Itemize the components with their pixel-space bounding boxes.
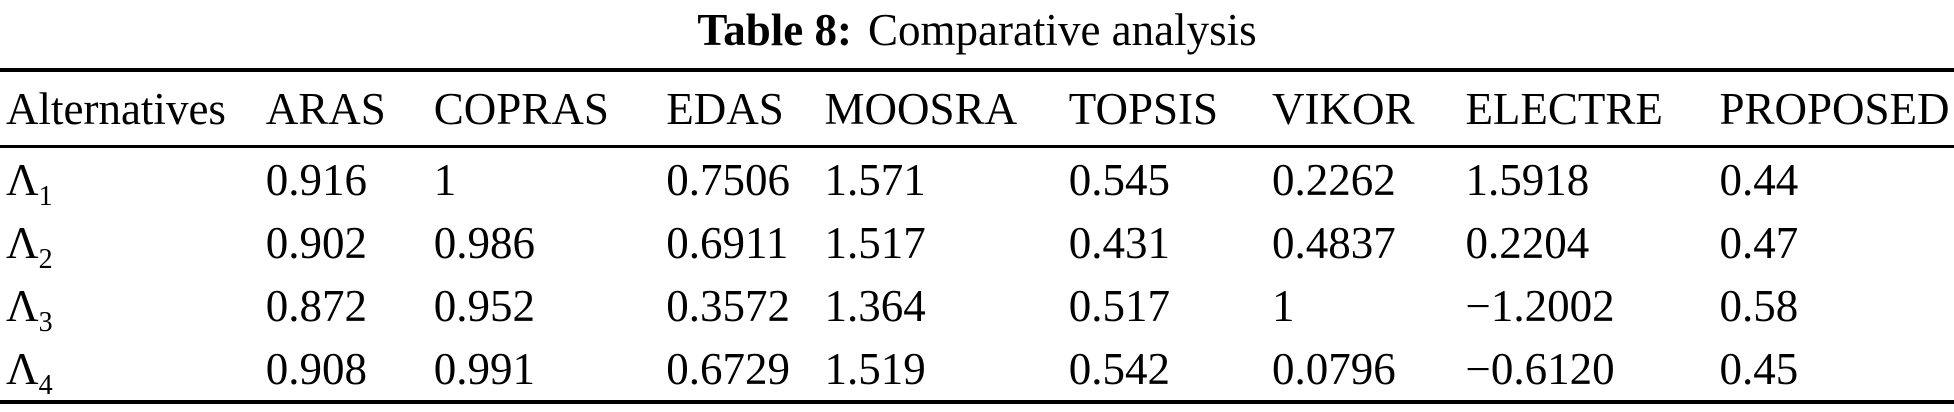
cell-electre: −1.2002 <box>1465 280 1615 331</box>
row-subscript: 1 <box>38 180 53 212</box>
cell-electre: −0.6120 <box>1465 343 1615 394</box>
cell-copras: 1 <box>433 154 457 205</box>
lambda-symbol: Λ <box>6 154 39 205</box>
cell-topsis: 0.542 <box>1068 343 1171 394</box>
column-header-copras: COPRAS <box>433 68 667 148</box>
cell-proposed: 0.45 <box>1719 343 1799 394</box>
cell-electre: 0.2204 <box>1465 217 1590 268</box>
cell-moosra: 1.571 <box>824 154 926 205</box>
row-label: Λ2 <box>0 211 266 274</box>
cell-moosra: 1.364 <box>824 280 926 331</box>
cell-edas: 0.6729 <box>666 343 791 394</box>
column-header-edas: EDAS <box>666 68 825 148</box>
cell-aras: 0.902 <box>265 217 367 268</box>
row-label: Λ4 <box>0 337 266 402</box>
column-header-electre: ELECTRE <box>1465 68 1720 148</box>
row-subscript: 2 <box>38 243 53 275</box>
cell-aras: 0.908 <box>265 343 367 394</box>
table-row: Λ3 0.872 0.952 0.3572 1.364 0.517 1 −1.2… <box>0 274 1954 337</box>
cell-electre: 1.5918 <box>1465 154 1590 205</box>
cell-edas: 0.7506 <box>666 154 791 205</box>
cell-vikor: 0.4837 <box>1272 217 1396 268</box>
cell-vikor: 1 <box>1272 280 1295 331</box>
cell-edas: 0.6911 <box>666 217 789 268</box>
cell-moosra: 1.519 <box>824 343 926 394</box>
cell-vikor: 0.0796 <box>1272 343 1396 394</box>
lambda-symbol: Λ <box>6 343 39 394</box>
comparative-analysis-table: Alternatives ARAS COPRAS EDAS MOOSRA TOP… <box>0 68 1954 404</box>
lambda-symbol: Λ <box>6 280 39 331</box>
row-subscript: 4 <box>38 369 53 401</box>
row-label: Λ1 <box>0 147 266 212</box>
cell-topsis: 0.431 <box>1068 217 1171 268</box>
cell-copras: 0.952 <box>433 280 536 331</box>
cell-edas: 0.3572 <box>666 280 791 331</box>
table-caption: Table 8: Comparative analysis <box>0 0 1954 56</box>
column-header-alternatives: Alternatives <box>0 68 266 148</box>
row-label: Λ3 <box>0 274 266 337</box>
header-row: Alternatives ARAS COPRAS EDAS MOOSRA TOP… <box>0 68 1954 148</box>
table-caption-text: Comparative analysis <box>867 5 1257 55</box>
cell-proposed: 0.44 <box>1719 154 1799 205</box>
table-row: Λ4 0.908 0.991 0.6729 1.519 0.542 0.0796… <box>0 337 1954 402</box>
cell-aras: 0.916 <box>265 154 367 205</box>
cell-copras: 0.991 <box>433 343 536 394</box>
cell-moosra: 1.517 <box>824 217 926 268</box>
cell-copras: 0.986 <box>433 217 536 268</box>
cell-proposed: 0.58 <box>1719 280 1799 331</box>
column-header-moosra: MOOSRA <box>824 68 1069 148</box>
cell-vikor: 0.2262 <box>1272 154 1396 205</box>
row-subscript: 3 <box>38 306 53 338</box>
table-row: Λ2 0.902 0.986 0.6911 1.517 0.431 0.4837… <box>0 211 1954 274</box>
column-header-topsis: TOPSIS <box>1068 68 1272 148</box>
cell-proposed: 0.47 <box>1719 217 1799 268</box>
column-header-vikor: VIKOR <box>1272 68 1466 148</box>
column-header-aras: ARAS <box>265 68 434 148</box>
table-row: Λ1 0.916 1 0.7506 1.571 0.545 0.2262 1.5… <box>0 147 1954 212</box>
cell-topsis: 0.545 <box>1068 154 1171 205</box>
cell-aras: 0.872 <box>265 280 367 331</box>
column-header-proposed: PROPOSED <box>1719 68 1954 148</box>
table-caption-label: Table 8: <box>697 5 852 55</box>
cell-topsis: 0.517 <box>1068 280 1171 331</box>
lambda-symbol: Λ <box>6 217 39 268</box>
